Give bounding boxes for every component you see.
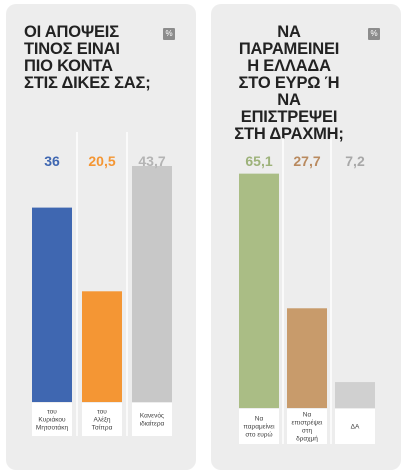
category-label: επιστρέψει	[292, 419, 324, 427]
chart-panel-right: ΝΑ ΠΑΡΑΜΕΙΝΕΙ Η ΕΛΛΑΔΑ ΣΤΟ ΕΥΡΩ Ή ΝΑ ΕΠΙΣΤΡΕ…	[211, 4, 401, 470]
bar	[335, 382, 375, 408]
chart-title-line: ΠΙΟ ΚΟΝΤΑ	[24, 57, 113, 75]
chart-panel-left: ΟΙ ΑΠΟΨΕΙΣ ΤΙΝΟΣ ΕΙΝΑΙ ΠΙΟ ΚΟΝΤΑ ΣΤΙΣ ΔΙΚΕΣ…	[6, 4, 196, 470]
category-label: ιδιαίτερα	[140, 420, 165, 428]
chart-title-line: ΣΤΙΣ ΔΙΚΕΣ ΣΑΣ;	[24, 74, 151, 92]
chart-title-line: ΣΤΟ ΕΥΡΩ Ή	[238, 74, 340, 92]
chart-title-line: ΣΤΗ ΔΡΑΧΜΗ;	[234, 125, 344, 143]
chart-title-line: ΤΙΝΟΣ ΕΙΝΑΙ	[24, 40, 120, 58]
category-label: Μητσοτάκη	[36, 424, 69, 432]
chart-title-line: ΠΑΡΑΜΕΙΝΕΙ	[238, 40, 340, 58]
chart-title-line: ΝΑ	[277, 23, 301, 41]
category-label: Αλέξη	[93, 416, 110, 424]
category-label: στο ευρώ	[245, 431, 272, 439]
category-label-box	[82, 403, 122, 436]
chart-title-right: ΝΑ ΠΑΡΑΜΕΙΝΕΙ Η ΕΛΛΑΔΑ ΣΤΟ ΕΥΡΩ Ή ΝΑ ΕΠΙΣΤΡΕ…	[231, 24, 347, 143]
bar	[287, 308, 327, 408]
bar	[132, 166, 172, 402]
bar-value-label: 7,2	[345, 153, 365, 169]
category-label-box	[239, 409, 279, 444]
bar-chart-left: 36τουΚυριάκουΜητσοτάκη20,5τουΑλέξηΤσίπρα…	[32, 132, 172, 436]
bar	[239, 173, 279, 408]
chart-title-left: ΟΙ ΑΠΟΨΕΙΣ ΤΙΝΟΣ ΕΙΝΑΙ ΠΙΟ ΚΟΝΤΑ ΣΤΙΣ ΔΙΚΕΣ…	[24, 24, 151, 92]
category-label: Να	[303, 412, 312, 419]
category-label: του	[47, 409, 57, 416]
category-label: παραμείνει	[243, 423, 275, 431]
chart-title-line: ΝΑ ΕΠΙΣΤΡΕΨΕΙ	[240, 91, 338, 126]
bar	[32, 207, 72, 402]
category-label: στη	[302, 428, 313, 435]
category-label-box	[132, 403, 172, 436]
bar-value-label: 36	[44, 153, 60, 169]
category-label: Τσίπρα	[92, 424, 113, 432]
category-label: Κυριάκου	[38, 416, 66, 424]
chart-title-line: ΟΙ ΑΠΟΨΕΙΣ	[24, 23, 119, 41]
bar-value-label: 43,7	[138, 153, 165, 169]
bar-value-label: 20,5	[88, 153, 115, 169]
chart-title-line: Η ΕΛΛΑΔΑ	[247, 57, 331, 75]
category-label: Κανενός	[140, 412, 164, 420]
percent-badge-right: %	[368, 28, 380, 40]
category-label-box	[287, 409, 327, 444]
category-label: δραχμή	[296, 436, 318, 443]
category-label-box	[32, 403, 72, 436]
category-label: Να	[255, 416, 264, 423]
bar-value-label: 65,1	[245, 153, 272, 169]
category-label: ΔΑ	[351, 424, 360, 431]
category-label: του	[97, 409, 107, 416]
category-label-box	[335, 409, 375, 444]
percent-badge-left: %	[163, 28, 175, 40]
bar	[82, 291, 122, 402]
bar-value-label: 27,7	[293, 153, 320, 169]
